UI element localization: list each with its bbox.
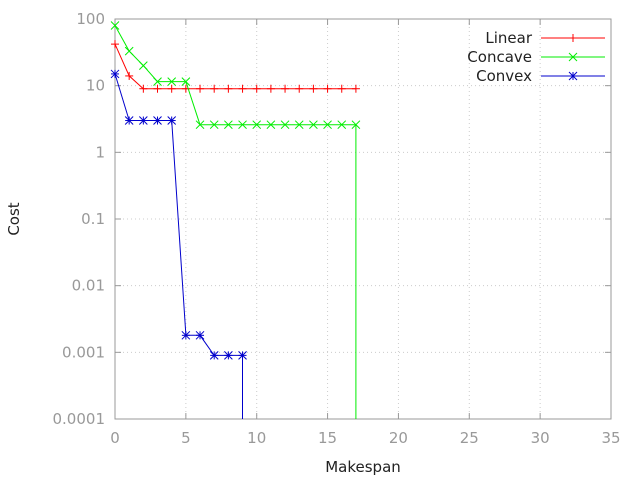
x-axis-label: Makespan bbox=[325, 458, 401, 476]
data-point bbox=[309, 84, 318, 93]
data-point bbox=[124, 116, 134, 125]
x-tick-label: 5 bbox=[181, 429, 191, 447]
data-point bbox=[252, 120, 262, 130]
data-point bbox=[167, 77, 177, 86]
data-point bbox=[280, 120, 290, 130]
x-tick-label: 25 bbox=[460, 429, 479, 447]
x-tick-label: 15 bbox=[318, 429, 337, 447]
y-tick-label: 0.1 bbox=[81, 210, 105, 228]
x-tick-label: 30 bbox=[531, 429, 550, 447]
series-concave bbox=[110, 21, 361, 419]
data-point bbox=[110, 21, 120, 30]
data-point bbox=[124, 46, 134, 56]
series-line bbox=[114, 25, 357, 419]
data-point bbox=[224, 120, 233, 130]
data-point bbox=[252, 84, 261, 93]
y-tick-label: 100 bbox=[76, 10, 105, 28]
data-point bbox=[153, 116, 162, 125]
data-point bbox=[110, 69, 120, 79]
x-tick-label: 20 bbox=[389, 429, 408, 447]
data-point bbox=[153, 77, 162, 86]
data-point bbox=[139, 84, 148, 93]
data-point bbox=[337, 120, 347, 130]
data-point bbox=[181, 330, 191, 340]
data-point bbox=[568, 71, 578, 81]
legend-entry-convex: Convex bbox=[476, 67, 605, 85]
y-tick-label: 0.001 bbox=[62, 343, 105, 361]
data-point bbox=[569, 34, 577, 42]
data-point bbox=[138, 116, 148, 125]
legend-label: Linear bbox=[485, 29, 532, 47]
data-point bbox=[281, 84, 290, 93]
axis-ticks: 0 5 10 15 20 25 30 35 0.0001 0.001 0.01 0.1 1 10 100 bbox=[53, 10, 621, 447]
data-point bbox=[309, 120, 318, 130]
legend-entry-linear: Linear bbox=[485, 29, 605, 47]
data-point bbox=[195, 120, 205, 130]
data-point bbox=[294, 120, 304, 130]
y-tick-label: 10 bbox=[86, 77, 105, 95]
data-point bbox=[238, 351, 247, 360]
series-line bbox=[114, 73, 243, 419]
data-point bbox=[125, 71, 134, 80]
legend-entry-concave: Concave bbox=[467, 48, 605, 66]
data-point bbox=[181, 77, 191, 86]
grid-lines bbox=[115, 19, 611, 419]
y-tick-label: 0.0001 bbox=[53, 410, 106, 428]
data-point bbox=[568, 52, 578, 62]
series-group bbox=[110, 21, 361, 419]
data-point bbox=[153, 84, 162, 93]
series-linear bbox=[111, 40, 360, 93]
data-point bbox=[323, 84, 332, 93]
x-tick-label: 10 bbox=[247, 429, 266, 447]
series-convex bbox=[110, 69, 247, 419]
legend-label: Concave bbox=[467, 48, 532, 66]
data-point bbox=[111, 40, 119, 49]
data-point bbox=[196, 84, 205, 93]
series-line bbox=[114, 43, 356, 90]
data-point bbox=[224, 351, 233, 360]
data-point bbox=[266, 120, 276, 130]
data-point bbox=[138, 61, 148, 70]
data-point bbox=[351, 120, 361, 130]
x-tick-label: 0 bbox=[110, 429, 120, 447]
data-point bbox=[295, 84, 304, 93]
data-point bbox=[238, 84, 247, 93]
data-point bbox=[224, 84, 233, 93]
data-point bbox=[266, 84, 275, 93]
y-tick-label: 1 bbox=[95, 143, 105, 161]
y-tick-label: 0.01 bbox=[72, 277, 105, 295]
data-point bbox=[209, 351, 219, 360]
data-point bbox=[167, 84, 176, 93]
data-point bbox=[210, 84, 219, 93]
data-point bbox=[323, 120, 332, 130]
data-point bbox=[337, 84, 346, 93]
y-axis-label: Cost bbox=[5, 202, 23, 235]
data-point bbox=[209, 120, 219, 130]
legend-label: Convex bbox=[476, 67, 532, 85]
data-point bbox=[351, 84, 360, 93]
x-tick-label: 35 bbox=[601, 429, 620, 447]
data-point bbox=[238, 120, 247, 130]
data-point bbox=[167, 116, 177, 125]
data-point bbox=[195, 330, 205, 340]
